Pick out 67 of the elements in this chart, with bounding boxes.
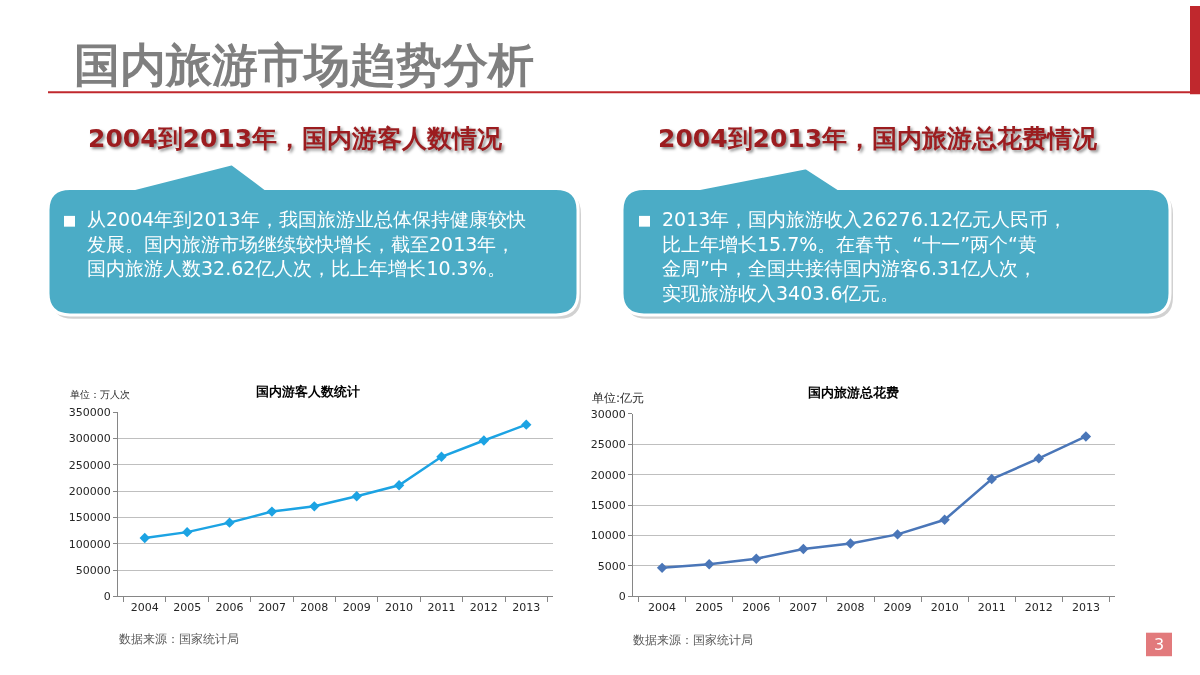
point: [181, 526, 193, 538]
text: 2004到2013年，国内旅游总花费情况: [658, 124, 1099, 153]
y-tick-label: 0: [103, 590, 111, 604]
x-tick-label: 2012: [1024, 600, 1053, 614]
chart-title: 国内游客人数统计: [256, 384, 360, 399]
point: [1033, 453, 1045, 464]
point: [521, 419, 532, 430]
text: 从2004年到2013年，我国旅游业总体保持健康较快发展。国内旅游市场继续较快增长，截至2013年，国内旅游人数32.62亿人次，比上年增长10.3%。: [87, 208, 526, 280]
point: [986, 473, 997, 485]
point: [224, 517, 235, 528]
x-tick-label: 2009: [342, 600, 371, 614]
point: [266, 506, 278, 517]
point: [436, 451, 447, 463]
point: [798, 543, 809, 555]
point: [478, 435, 490, 446]
x-tick-label: 2011: [977, 600, 1006, 614]
point: [139, 532, 150, 544]
point: [309, 501, 320, 512]
y-tick-label: 200000: [68, 484, 111, 498]
y-tick-label: 25000: [590, 438, 626, 452]
x-tick-label: 2008: [836, 600, 865, 614]
y-tick-label: 5000: [597, 559, 626, 573]
y-tick-label: 250000: [68, 458, 111, 472]
x-tick-label: 2006: [742, 600, 771, 614]
x-tick-label: 2007: [789, 600, 818, 614]
point: [892, 529, 903, 540]
point: [656, 562, 668, 574]
source-note: 数据来源：国家统计局: [119, 632, 239, 646]
x-tick-label: 2005: [173, 600, 202, 614]
x-tick-label: 2004: [130, 600, 159, 614]
source-note: 数据来源：国家统计局: [633, 633, 753, 647]
y-tick-label: 15000: [590, 499, 626, 513]
text: 国内旅游市场趋势分析: [74, 38, 534, 92]
text: 2013年，国内旅游收入26276.12亿元人民币，比上年增长15.7%。在春节、“十一”两个“黄金周”中，全国共接待国内游客6.31亿人次，实现旅游收入3403.6亿元。: [662, 208, 1068, 305]
y-axis-title: 单位：万人次: [70, 389, 130, 400]
y-tick-label: 150000: [68, 511, 111, 525]
y-tick-label: 50000: [75, 563, 111, 577]
point: [393, 480, 405, 491]
y-tick-label: 30000: [590, 407, 626, 421]
x-tick-label: 2006: [215, 600, 244, 614]
point: [845, 538, 856, 549]
x-tick-label: 2005: [695, 600, 724, 614]
x-tick-label: 2010: [930, 600, 959, 614]
x-tick-label: 2008: [300, 600, 329, 614]
y-axis-title: 单位:亿元: [592, 391, 645, 405]
y-tick-label: 20000: [590, 468, 626, 482]
y-tick-label: 10000: [590, 529, 626, 543]
x-tick-label: 2011: [427, 600, 456, 614]
x-tick-label: 2013: [1071, 600, 1100, 614]
x-tick-label: 2007: [257, 600, 286, 614]
point: [751, 553, 762, 564]
chart-title: 国内旅游总花费: [808, 385, 899, 400]
text: 3: [1154, 635, 1165, 654]
y-tick-label: 350000: [68, 405, 111, 419]
y-tick-label: 0: [618, 590, 626, 604]
x-tick-label: 2010: [385, 600, 414, 614]
point: [1080, 431, 1092, 442]
x-tick-label: 2013: [512, 600, 541, 614]
point: [939, 514, 950, 525]
text: 2004到2013年，国内游客人数情况: [88, 124, 504, 153]
x-tick-label: 2009: [883, 600, 912, 614]
point: [351, 491, 362, 502]
y-tick-label: 300000: [68, 432, 111, 446]
x-tick-label: 2012: [469, 600, 498, 614]
x-tick-label: 2004: [648, 600, 677, 614]
point: [703, 558, 715, 570]
y-tick-label: 100000: [68, 537, 111, 551]
